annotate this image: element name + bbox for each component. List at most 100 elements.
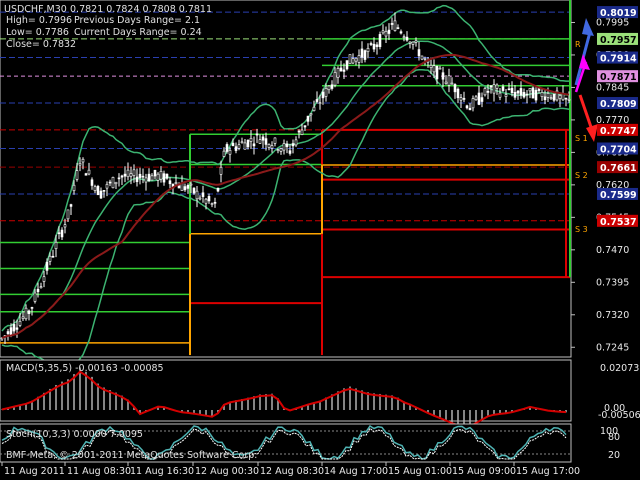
candle-body [246,139,250,148]
candle-body [492,84,496,94]
candle-body [567,98,571,101]
candle-body [495,84,499,89]
candle-body [384,31,388,37]
low-label: Low= 0.7786 [6,27,69,38]
candle-body [318,102,322,105]
price-level-badge [597,123,638,136]
candle-body [465,105,469,109]
candle-body [147,173,151,181]
candle-body [111,177,115,189]
band-line [1,40,570,339]
ohlc-label: 0.7821 0.7824 0.7808 0.7811 [70,4,212,15]
candle-body [93,186,97,191]
candle-body [291,143,295,147]
candle-body [219,166,223,175]
candle-body [30,307,34,309]
candle-body [480,97,484,102]
time-tick-label: 11 Aug 08:30 [67,466,131,477]
candle-body [117,177,121,180]
candle-body [330,84,334,89]
macd-tick-bottom: -0.00506 [598,410,640,421]
macd-label: MACD(5,35,5) -0.00163 -0.00085 [6,363,164,374]
time-tick-label: 12 Aug 08:30 [260,466,324,477]
price-level-badge [597,32,638,45]
candle-body [252,143,256,147]
candle-body [339,67,343,72]
band-line [1,4,569,332]
candle-body [192,187,196,194]
stoch-panel[interactable]: Stoch(10,3,3) 0.0000 7.0095 BMF-Meta, © … [0,423,620,463]
candle-body [345,60,349,70]
candle-body [129,173,133,177]
ma-line [1,53,570,339]
candle-body [498,92,502,98]
candle-body [417,49,421,57]
price-level-label: 0.7537 [600,217,637,228]
candle-body [378,34,382,48]
candle-body [516,90,520,94]
candle-body [510,87,514,94]
candle-body [135,176,139,183]
candle-body [558,95,562,99]
price-level-badge [597,214,638,227]
candle-body [228,149,232,155]
candle-body [294,139,298,146]
candle-body [270,145,274,149]
candle-body [81,158,85,163]
price-level-badge [597,187,638,200]
symbol-label: USDCHF,M30 [4,4,67,15]
candle-body [354,57,358,62]
price-tick-label: 0.7245 [596,342,629,353]
candle-body [333,72,337,86]
candle-body [102,190,106,192]
candle-body [471,98,475,109]
candle-body [468,107,472,111]
candle-body [429,65,433,68]
price-tick-label: 0.7470 [596,245,629,256]
candle-body [351,58,355,64]
candle-body [57,232,61,234]
candle-body [27,310,31,314]
candle-body [474,96,478,100]
candle-body [402,36,406,39]
candle-body [12,324,16,332]
price-level-badge [597,51,638,64]
candle-body [237,144,241,149]
candle-body [15,327,19,330]
candle-body [234,146,238,151]
candle-body [357,55,361,63]
level-tag-s1: S 1 [575,134,588,143]
candle-body [540,92,544,97]
stoch-label: Stoch(10,3,3) 0.0000 7.0095 [6,429,143,440]
candle-body [198,197,202,200]
candle-body [390,23,394,25]
moving-average-line [1,53,570,339]
stoch-tick-20: 20 [608,450,620,461]
candle-body [273,137,277,144]
time-tick-label: 11 Aug 16:30 [130,466,194,477]
price-level-badge [597,6,638,19]
candle-body [477,92,481,105]
candle-body [201,192,205,197]
macd-panel[interactable]: MACD(5,35,5) -0.00163 -0.00085 0.02073 0… [0,359,640,429]
candle-body [48,255,52,262]
candle-body [18,320,22,326]
candle-body [363,50,367,60]
candle-body [159,171,163,180]
candle-body [393,20,397,31]
candle-body [453,84,457,93]
candle-body [84,173,88,176]
candle-body [411,41,415,45]
time-tick-label: 14 Aug 17:00 [324,466,388,477]
price-panel[interactable]: S 1 S 2 S 3 R USDCHF,M30 0.7821 0.7824 0… [0,0,598,373]
candle-body [435,65,439,80]
candle-body [315,99,319,102]
candle-body [321,91,325,99]
candle-body [156,173,160,181]
up-arrowhead-icon [582,18,594,36]
candle-body [483,88,487,96]
candle-body [42,276,46,282]
candle-body [213,201,217,204]
